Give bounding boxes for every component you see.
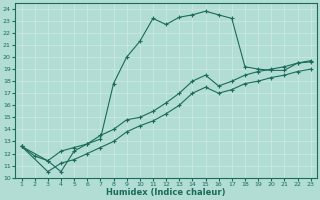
- X-axis label: Humidex (Indice chaleur): Humidex (Indice chaleur): [106, 188, 226, 197]
